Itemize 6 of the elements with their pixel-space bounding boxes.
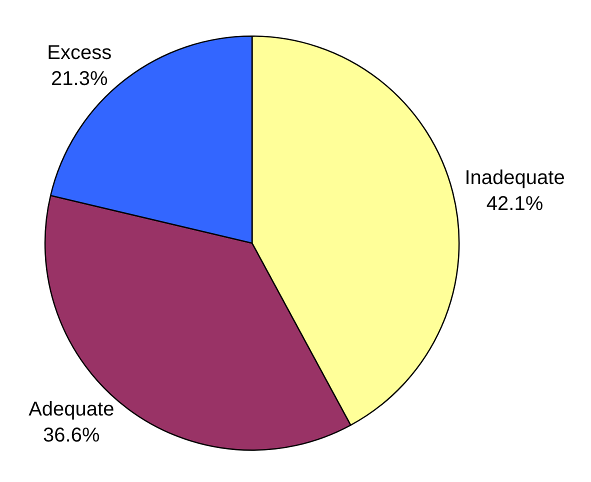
data-label: 36.6% bbox=[43, 424, 100, 447]
data-label: 42.1% bbox=[486, 192, 544, 215]
slice-label: Adequate bbox=[28, 398, 114, 421]
slice-label: Inadequate bbox=[464, 166, 565, 189]
data-label: 21.3% bbox=[51, 68, 108, 90]
slice-label: Excess bbox=[47, 42, 112, 64]
